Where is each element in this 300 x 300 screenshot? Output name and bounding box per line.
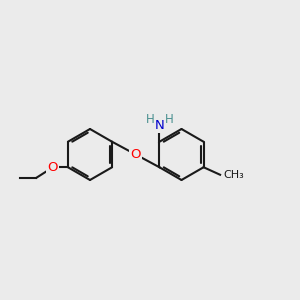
Text: H: H xyxy=(165,113,173,126)
Text: O: O xyxy=(130,148,141,161)
Text: O: O xyxy=(48,161,58,174)
Text: CH₃: CH₃ xyxy=(223,170,244,180)
Text: H: H xyxy=(146,113,154,126)
Text: N: N xyxy=(154,119,164,132)
